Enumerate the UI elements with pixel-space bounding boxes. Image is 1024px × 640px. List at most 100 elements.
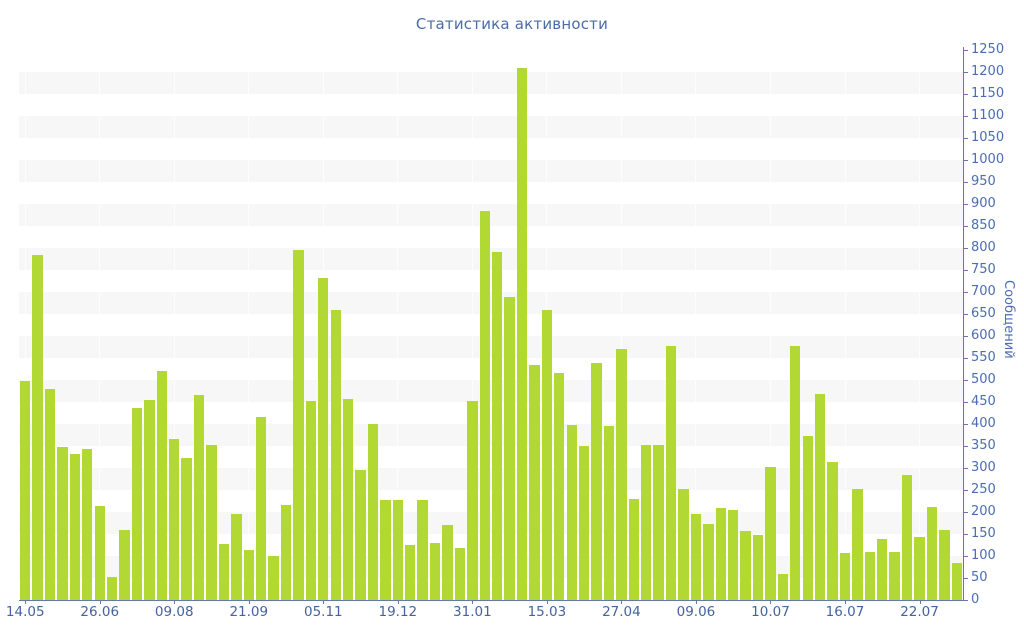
y-tick [963,93,968,95]
bar [119,530,130,600]
v-gridline [471,50,473,600]
bar [330,310,341,600]
y-tick-label: 750 [971,262,996,277]
bar [44,389,56,600]
bar [728,510,739,600]
bar [429,542,441,600]
bar [342,399,354,600]
bar [554,373,565,600]
y-tick-label: 300 [971,460,996,475]
h-stripe [19,336,963,358]
v-gridline [695,50,697,600]
h-stripe [19,160,963,182]
bar [181,457,192,600]
y-tick [963,511,968,513]
y-tick [963,357,968,359]
bar [765,467,776,600]
y-tick [963,159,968,161]
y-axis-line [963,47,964,600]
bar [69,454,81,600]
bar [504,296,515,600]
bar [106,577,118,600]
y-tick [963,115,968,117]
x-tick-label: 15.03 [527,604,567,620]
bar [131,407,143,600]
bar [218,544,230,600]
h-stripe [19,512,963,534]
bar [268,556,279,600]
y-tick [963,71,968,73]
bar [492,251,503,600]
y-tick-label: 200 [971,504,996,519]
y-tick-label: 900 [971,196,996,211]
y-tick-label: 350 [971,438,996,453]
y-axis-title: Сообщений [1001,280,1016,359]
v-gridline [769,50,771,600]
bar [57,446,68,600]
bar [653,445,664,600]
x-tick [919,600,921,604]
bar [541,310,553,600]
x-tick [472,600,474,604]
bar [914,536,925,600]
v-gridline [248,50,250,600]
x-tick [25,600,27,604]
v-gridline [397,50,399,600]
bar [293,250,304,600]
bar [156,371,168,600]
x-tick-label: 05.11 [303,604,343,620]
y-tick-label: 950 [971,174,996,189]
y-tick-label: 1250 [971,42,1005,57]
bar [951,562,962,600]
plot-area [19,50,963,600]
bar [256,416,267,600]
y-tick [963,335,968,337]
v-gridline [919,50,921,600]
x-tick [248,600,250,604]
bar [752,534,764,600]
bar [591,363,602,600]
y-tick [963,599,968,601]
bar [20,380,31,600]
v-gridline [99,50,101,600]
x-tick [397,600,399,604]
x-tick-label: 10.07 [751,604,790,620]
y-tick-label: 550 [971,350,996,365]
y-tick [963,49,968,51]
bar [529,365,540,600]
v-gridline [844,50,846,600]
y-tick [963,555,968,557]
y-tick [963,423,968,425]
y-tick-label: 0 [971,592,980,607]
v-gridline [173,50,175,600]
bar [566,425,577,600]
bar [703,524,714,600]
bar [889,552,900,600]
bar [280,505,292,600]
y-tick-label: 50 [971,570,988,585]
x-tick-label: 09.06 [676,604,716,620]
bar [901,474,913,600]
h-stripe [19,204,963,226]
y-tick [963,467,968,469]
y-tick [963,445,968,447]
y-tick-label: 500 [971,372,996,387]
bar [939,530,950,600]
bar [467,401,478,600]
bar [318,278,329,600]
bar [479,211,490,600]
bar [926,507,938,600]
bar [616,348,627,600]
x-axis-line [19,600,964,601]
h-stripe [19,248,963,270]
y-tick-label: 650 [971,306,996,321]
bar [380,499,391,600]
x-tick [695,600,697,604]
x-tick-label: 14.05 [5,604,45,620]
y-tick-label: 1050 [971,130,1005,145]
h-stripe [19,424,963,446]
x-tick [621,600,623,604]
bar [628,498,640,600]
bar [144,399,155,600]
h-stripe [19,380,963,402]
